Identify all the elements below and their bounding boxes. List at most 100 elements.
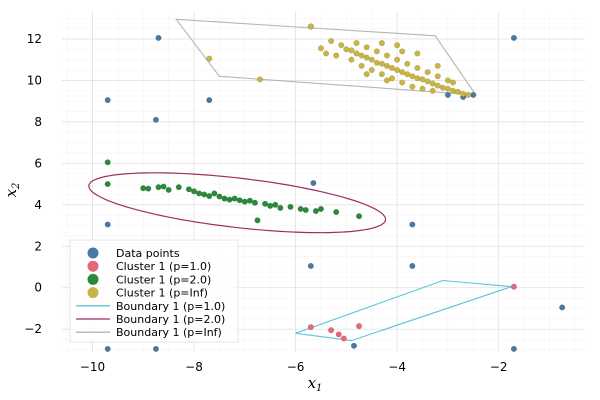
cluster-1-p-inf-point <box>363 71 370 78</box>
cluster-1-p-2-0-point <box>246 197 253 204</box>
data-points-point <box>206 97 213 104</box>
legend-cluster-1-p-inf-label: Cluster 1 (p=Inf) <box>116 287 208 300</box>
cluster-1-p-inf-point <box>394 42 401 49</box>
y-tick-label: 10 <box>27 73 42 87</box>
data-points-point <box>310 180 317 187</box>
cluster-1-p-2-0-point <box>262 200 269 207</box>
y-axis-label: x2 <box>2 183 22 198</box>
cluster-1-p-2-0-point <box>185 186 192 193</box>
legend-cluster-1-p-2-0-marker <box>87 273 99 285</box>
data-points-point <box>510 34 517 41</box>
cluster-1-p-inf-point <box>444 77 451 84</box>
data-points-point <box>104 221 111 228</box>
cluster-1-p-inf-point <box>206 55 213 62</box>
data-points-point <box>409 262 416 269</box>
cluster-1-p-inf-point <box>317 45 324 52</box>
cluster-1-p-2-0-point <box>201 191 208 198</box>
cluster-1-p-inf-point <box>434 62 441 69</box>
cluster-1-p-1-0-point <box>340 335 347 342</box>
data-points-point <box>104 345 111 352</box>
cluster-1-p-2-0-point <box>165 186 172 193</box>
cluster-1-p-inf-point <box>399 79 406 86</box>
cluster-1-p-inf-point <box>465 91 472 98</box>
cluster-1-p-inf-point <box>348 47 355 54</box>
x-tick-label: −6 <box>287 360 305 374</box>
cluster-1-p-inf-point <box>383 52 390 59</box>
cluster-1-p-1-0-point <box>356 323 363 330</box>
cluster-1-p-inf-point <box>358 62 365 69</box>
cluster-1-p-inf-point <box>424 78 431 85</box>
cluster-1-p-2-0-point <box>140 185 147 192</box>
cluster-1-p-inf-point <box>333 52 340 59</box>
y-tick-label: 0 <box>34 281 42 295</box>
cluster-1-p-inf-point <box>414 75 421 82</box>
cluster-1-p-inf-point <box>394 56 401 63</box>
cluster-1-p-2-0-point <box>317 205 324 212</box>
cluster-1-p-2-0-point <box>333 209 340 216</box>
point-layer <box>104 23 566 352</box>
cluster-1-p-inf-point <box>414 64 421 71</box>
cluster-1-p-inf-point <box>343 46 350 53</box>
cluster-1-p-2-0-point <box>191 188 198 195</box>
cluster-1-p-inf-point <box>358 52 365 59</box>
y-tick-label: 2 <box>34 239 42 253</box>
cluster-1-p-inf-point <box>460 90 467 97</box>
cluster-1-p-2-0-point <box>196 190 203 197</box>
data-points-point <box>444 91 451 98</box>
cluster-1-p-2-0-point <box>251 199 258 206</box>
legend-boundary-1-p-2-0-label: Boundary 1 (p=2.0) <box>116 313 225 326</box>
cluster-1-p-inf-point <box>328 38 335 45</box>
cluster-1-p-2-0-point <box>254 217 261 224</box>
cluster-1-p-inf-point <box>424 69 431 76</box>
cluster-1-p-inf-point <box>389 75 396 82</box>
y-tick-labels: −2 0 2 4 6 8 10 12 <box>24 32 42 336</box>
cluster-1-p-2-0-point <box>104 159 111 166</box>
cluster-1-p-1-0-point <box>307 324 314 331</box>
cluster-1-p-inf-point <box>373 59 380 66</box>
x-tick-labels: −10 −8 −6 −4 −2 <box>80 360 508 374</box>
legend-cluster-1-p-inf-marker <box>87 287 99 299</box>
cluster-1-p-inf-point <box>353 40 360 47</box>
cluster-1-p-inf-point <box>353 50 360 57</box>
cluster-1-p-inf-point <box>419 85 426 92</box>
cluster-1-p-inf-point <box>439 84 446 91</box>
cluster-1-p-inf-point <box>404 60 411 67</box>
data-points-point <box>470 91 477 98</box>
legend-boundary-1-p-1-0-label: Boundary 1 (p=1.0) <box>116 300 225 313</box>
cluster-1-p-inf-point <box>368 67 375 74</box>
cluster-1-p-inf-point <box>368 56 375 63</box>
cluster-1-p-inf-point <box>404 71 411 78</box>
cluster-1-p-inf-point <box>409 73 416 80</box>
cluster-1-p-2-0-point <box>221 195 228 202</box>
cluster-1-p-2-0-point <box>216 193 223 200</box>
data-points-point <box>104 97 111 104</box>
cluster-1-p-inf-point <box>348 56 355 63</box>
legend-data-points-label: Data points <box>116 247 180 260</box>
cluster-1-p-inf-point <box>378 60 385 67</box>
x-axis-label: x1 <box>308 374 323 394</box>
cluster-1-p-2-0-point <box>236 197 243 204</box>
cluster-1-p-2-0-point <box>231 195 238 202</box>
cluster-1-p-inf-point <box>399 69 406 76</box>
grid-lines <box>62 12 585 352</box>
cluster-1-p-2-0-point <box>272 201 279 208</box>
data-points-point <box>559 304 566 311</box>
data-points-point <box>510 345 517 352</box>
cluster-1-p-inf-point <box>449 79 456 86</box>
legend-cluster-1-p-2-0-label: Cluster 1 (p=2.0) <box>116 273 211 286</box>
legend-data-points-marker <box>87 247 99 259</box>
y-tick-label: 12 <box>27 32 42 46</box>
cluster-1-p-inf-point <box>429 87 436 94</box>
y-tick-label: −2 <box>24 322 42 336</box>
cluster-1-p-inf-point <box>399 48 406 55</box>
data-points-point <box>409 221 416 228</box>
cluster-1-p-2-0-point <box>145 185 152 192</box>
data-points-point <box>307 262 314 269</box>
cluster-1-p-inf-point <box>383 62 390 69</box>
cluster-1-p-2-0-point <box>104 181 111 188</box>
cluster-1-p-inf-point <box>434 82 441 89</box>
cluster-1-p-inf-point <box>455 88 462 95</box>
cluster-1-p-inf-point <box>378 40 385 47</box>
cluster-1-p-2-0-point <box>356 213 363 220</box>
